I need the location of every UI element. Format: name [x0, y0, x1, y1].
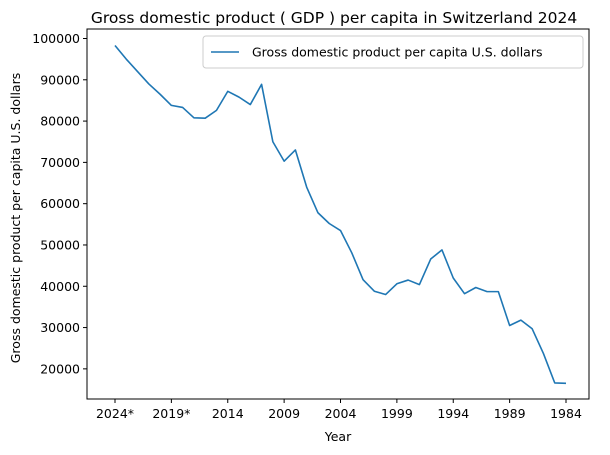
x-axis-label: Year: [324, 429, 352, 444]
series-line-gdp-per-capita: [115, 46, 566, 384]
y-tick-label: 20000: [40, 361, 80, 376]
y-tick-label: 90000: [40, 72, 80, 87]
x-tick-label: 1999: [381, 406, 413, 421]
x-tick-label: 1989: [494, 406, 526, 421]
legend: Gross domestic product per capita U.S. d…: [203, 36, 583, 68]
x-tick-label: 2004: [325, 406, 357, 421]
x-tick-label: 1994: [437, 406, 469, 421]
y-axis: 20000 30000 40000 50000 60000 70000 80000 90000…: [32, 31, 87, 376]
x-tick-label: 2024*: [96, 406, 134, 421]
y-tick-label: 60000: [40, 196, 80, 211]
x-tick-label: 2009: [268, 406, 300, 421]
y-tick-label: 70000: [40, 155, 80, 170]
y-axis-label: Gross domestic product per capita U.S. d…: [8, 73, 23, 364]
legend-entry: Gross domestic product per capita U.S. d…: [252, 45, 543, 60]
y-tick-label: 40000: [40, 279, 80, 294]
x-tick-label: 1984: [550, 406, 582, 421]
x-tick-label: 2019*: [152, 406, 190, 421]
x-axis: 2024* 2019* 2014 2009 2004 1999 1994 1989 1984: [96, 399, 582, 421]
y-tick-label: 30000: [40, 320, 80, 335]
y-tick-label: 80000: [40, 114, 80, 129]
plot-frame: [87, 29, 589, 399]
x-tick-label: 2014: [212, 406, 244, 421]
y-tick-label: 100000: [32, 31, 80, 46]
y-tick-label: 50000: [40, 237, 80, 252]
chart-title: Gross domestic product ( GDP ) per capit…: [91, 9, 577, 27]
